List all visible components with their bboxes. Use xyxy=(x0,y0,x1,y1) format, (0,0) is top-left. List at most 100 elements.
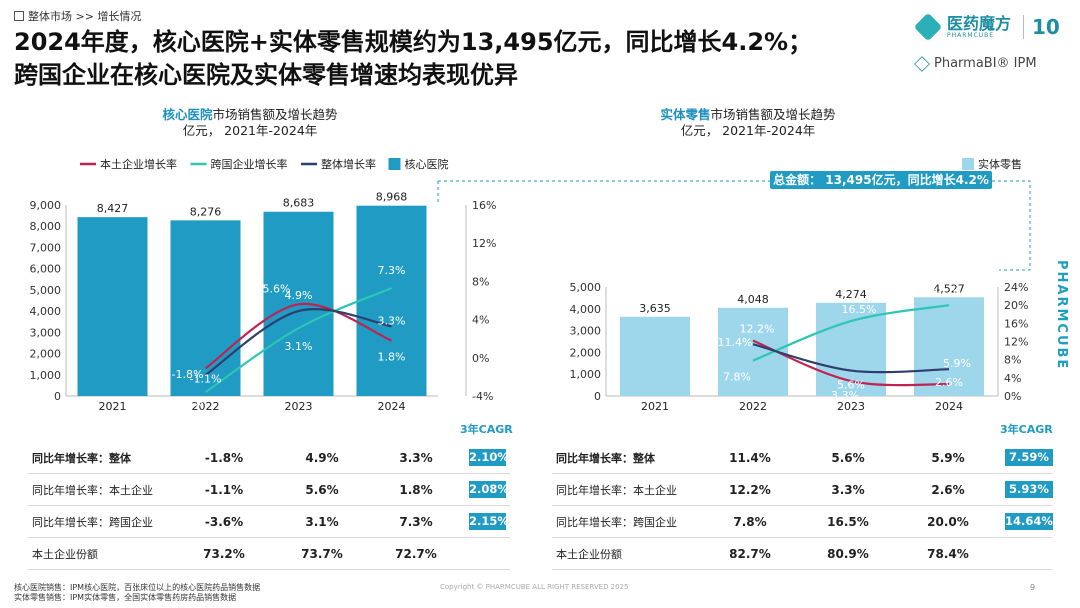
right-growth-label: 16.5% xyxy=(842,303,877,316)
left-y2-tick: 16% xyxy=(472,199,496,212)
right-y2-tick: 0% xyxy=(1004,390,1021,403)
right-table-row: 同比年增长率：本土企业 12.2% 3.3% 2.6% 5.93% xyxy=(552,474,1053,506)
right-y-tick: 2,000 xyxy=(570,346,602,359)
right-cagr-header: 3年CAGR xyxy=(1000,423,1053,436)
left-y-tick: 8,000 xyxy=(30,220,62,233)
left-row-label: 同比年增长率：整体 xyxy=(32,451,131,465)
left-row-value: 3.1% xyxy=(305,514,339,529)
legend-label: 整体增长率 xyxy=(321,157,376,171)
right-bar-label: 3,635 xyxy=(639,302,671,315)
right-row-value: 3.3% xyxy=(831,482,865,497)
title-line-2: 跨国企业在核心医院及实体零售增速均表现优异 xyxy=(14,61,518,89)
logo-sub: PHARMCUBE xyxy=(947,31,995,39)
right-y2-tick: 8% xyxy=(1004,354,1021,367)
left-row-value: -3.6% xyxy=(204,514,244,529)
right-growth-label: 3.3% xyxy=(831,389,859,402)
page-number: 9 xyxy=(1030,583,1036,592)
left-y2-tick: -4% xyxy=(472,390,493,403)
page-title: 2024年度，核心医院+实体零售规模约为13,495亿元，同比增长4.2%； 跨… xyxy=(14,26,894,92)
left-y2-tick: 4% xyxy=(472,314,489,327)
left-y2-tick: 0% xyxy=(472,352,489,365)
left-x-tick: 2024 xyxy=(378,400,406,413)
right-cagr-badge: 14.64% xyxy=(1005,513,1053,530)
left-row-value: 4.9% xyxy=(305,450,339,465)
right-x-tick: 2022 xyxy=(739,400,767,413)
logo-name: 医药魔方 xyxy=(947,13,1012,33)
left-bar-label: 8,276 xyxy=(190,205,222,218)
left-subtitle-highlight: 核心医院 xyxy=(162,107,213,122)
left-subtitle-unit: 亿元， 2021年-2024年 xyxy=(182,123,318,138)
left-bar-label: 8,683 xyxy=(283,197,315,210)
left-cagr-badge: 2.08% xyxy=(469,481,509,498)
right-bar xyxy=(620,316,690,396)
right-growth-label: 2.6% xyxy=(935,376,963,389)
right-row-value: 20.0% xyxy=(927,514,969,529)
right-cagr-badge: 7.59% xyxy=(1005,449,1053,466)
right-x-tick: 2024 xyxy=(935,400,963,413)
left-y-tick: 1,000 xyxy=(30,369,62,382)
left-row-value: -1.8% xyxy=(204,450,244,465)
legend-label: 实体零售 xyxy=(978,157,1022,171)
right-chart-subtitle: 实体零售市场销售额及增长趋势 亿元， 2021年-2024年 xyxy=(628,107,868,139)
right-row-label: 同比年增长率：整体 xyxy=(556,451,655,465)
left-cagr-badge: 2.10% xyxy=(469,449,509,466)
legend-swatch-bar xyxy=(388,158,401,170)
left-growth-label: 5.6% xyxy=(263,282,291,295)
left-bar xyxy=(77,217,148,396)
left-y-tick: 0 xyxy=(54,390,61,403)
left-bar-label: 8,968 xyxy=(376,191,408,204)
brand-logo: 医药魔方 PHARMCUBE 10 xyxy=(913,12,1060,42)
right-table-row: 本土企业份额 82.7% 80.9% 78.4% xyxy=(552,538,1052,570)
left-row-value: -1.1% xyxy=(204,482,244,497)
right-growth-label: 20.0% xyxy=(932,287,967,300)
left-row-value: 73.7% xyxy=(301,546,343,561)
left-row-value: 72.7% xyxy=(395,546,437,561)
breadcrumb[interactable]: 整体市场 >> 增长情况 xyxy=(14,8,141,24)
right-row-value: 78.4% xyxy=(927,546,969,561)
left-line-0 xyxy=(204,302,392,370)
left-row-value: 1.8% xyxy=(399,482,433,497)
right-row-value: 16.5% xyxy=(827,514,869,529)
right-row-value: 5.9% xyxy=(931,450,965,465)
left-y2-tick: 12% xyxy=(472,237,496,250)
left-chart-subtitle: 核心医院市场销售额及增长趋势 亿元， 2021年-2024年 xyxy=(130,107,370,139)
legend-label: 跨国企业增长率 xyxy=(211,157,288,171)
right-table-row: 同比年增长率：整体 11.4% 5.6% 5.9% 7.59% xyxy=(552,442,1053,474)
right-x-tick: 2023 xyxy=(837,400,865,413)
left-growth-label: -3.6% xyxy=(172,396,204,409)
right-row-value: 82.7% xyxy=(729,546,771,561)
right-row-label: 本土企业份额 xyxy=(556,547,622,561)
right-y2-tick: 16% xyxy=(1004,317,1028,330)
left-growth-label: 3.1% xyxy=(285,340,313,353)
right-growth-label: 5.9% xyxy=(943,357,971,370)
right-y2-tick: 12% xyxy=(1004,336,1028,349)
right-row-value: 12.2% xyxy=(729,482,771,497)
left-subtitle-rest: 市场销售额及增长趋势 xyxy=(212,107,338,122)
right-growth-label: 12.2% xyxy=(740,323,775,336)
left-y2-tick: 8% xyxy=(472,275,489,288)
right-y-tick: 1,000 xyxy=(570,368,602,381)
right-x-tick: 2021 xyxy=(641,400,669,413)
right-y-tick: 5,000 xyxy=(570,281,602,294)
left-line-2 xyxy=(204,308,392,376)
left-growth-label: 4.9% xyxy=(285,289,313,302)
right-bar-label: 4,527 xyxy=(933,282,965,295)
footnote-2: 实体零售销售：IPM实体零售，全国实体零售药房药品销售数据 xyxy=(14,593,237,602)
right-row-value: 2.6% xyxy=(931,482,965,497)
side-brand: PHARMCUBE xyxy=(1054,260,1069,371)
right-growth-label: 7.8% xyxy=(723,371,751,384)
right-cagr-badge: 5.93% xyxy=(1005,481,1053,498)
pharmabi-text: PharmaBI® IPM xyxy=(934,56,1037,71)
legend-swatch-bar xyxy=(962,158,974,170)
right-row-label: 同比年增长率：跨国企业 xyxy=(556,515,677,529)
left-growth-label: 3.3% xyxy=(378,314,406,327)
right-row-value: 7.8% xyxy=(733,514,767,529)
right-subtitle-rest: 市场销售额及增长趋势 xyxy=(710,107,836,122)
left-table-row: 本土企业份额 73.2% 73.7% 72.7% xyxy=(28,538,510,570)
left-y-tick: 7,000 xyxy=(30,241,62,254)
left-line-1 xyxy=(204,287,392,394)
right-y-tick: 4,000 xyxy=(570,303,602,316)
left-x-tick: 2022 xyxy=(192,400,220,413)
left-y-tick: 6,000 xyxy=(30,263,62,276)
left-x-tick: 2021 xyxy=(99,400,127,413)
